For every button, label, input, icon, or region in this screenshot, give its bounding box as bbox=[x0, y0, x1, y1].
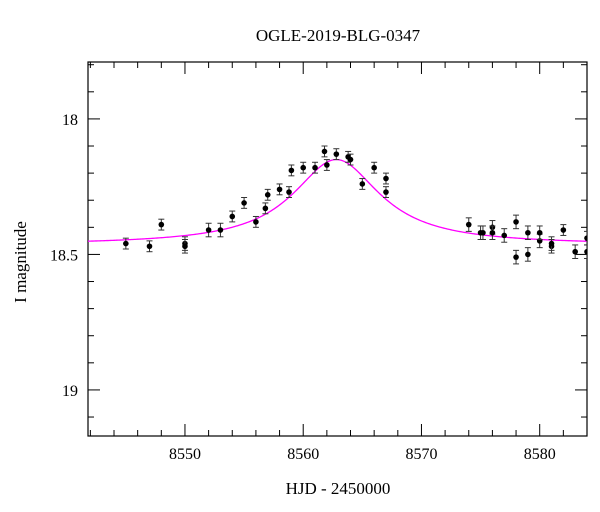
data-point bbox=[205, 227, 212, 233]
data-point bbox=[584, 248, 587, 255]
data-point bbox=[229, 213, 236, 220]
tick-labels: 8550 8560 8570 8580 18 18.5 19 bbox=[50, 112, 556, 463]
x-tick-label: 8580 bbox=[524, 446, 556, 463]
model-curve bbox=[88, 158, 587, 242]
x-tick-label: 8570 bbox=[405, 446, 437, 463]
data-point bbox=[300, 164, 307, 171]
data-points-layer bbox=[122, 145, 587, 265]
data-point bbox=[286, 189, 292, 195]
data-point bbox=[548, 240, 555, 247]
data-point bbox=[465, 221, 472, 228]
data-point bbox=[525, 251, 531, 258]
model-curve-layer bbox=[88, 158, 587, 242]
data-point bbox=[241, 200, 247, 206]
x-tick-label: 8550 bbox=[169, 446, 201, 463]
data-point bbox=[347, 156, 354, 163]
data-point bbox=[288, 167, 295, 174]
data-point bbox=[359, 181, 366, 187]
chart-title: OGLE-2019-BLG-0347 bbox=[256, 26, 421, 45]
data-point bbox=[501, 232, 508, 239]
data-point bbox=[321, 148, 328, 155]
data-point bbox=[217, 227, 224, 233]
y-tick-label: 19 bbox=[62, 383, 78, 400]
data-point bbox=[572, 248, 578, 255]
data-point bbox=[324, 162, 330, 168]
data-point bbox=[371, 164, 377, 171]
plot-border bbox=[87, 61, 588, 437]
data-point bbox=[480, 229, 486, 236]
data-point bbox=[182, 243, 188, 250]
data-point bbox=[525, 229, 531, 236]
data-point bbox=[276, 186, 283, 193]
data-point bbox=[312, 164, 318, 171]
data-point bbox=[264, 191, 271, 198]
data-point bbox=[333, 151, 340, 157]
y-axis-label: I magnitude bbox=[11, 221, 30, 303]
y-tick-label: 18.5 bbox=[50, 247, 78, 264]
axis-ticks bbox=[88, 62, 588, 436]
x-tick-label: 8560 bbox=[287, 446, 319, 463]
data-point bbox=[489, 229, 496, 236]
y-tick-label: 18 bbox=[62, 112, 78, 129]
data-point bbox=[383, 175, 389, 182]
data-point bbox=[513, 254, 519, 260]
data-point bbox=[536, 229, 543, 236]
x-axis-label: HJD - 2450000 bbox=[286, 479, 391, 498]
data-point bbox=[383, 189, 389, 195]
data-point bbox=[146, 243, 153, 250]
data-point bbox=[262, 205, 269, 212]
data-point bbox=[253, 219, 259, 225]
data-point bbox=[560, 227, 567, 233]
data-point bbox=[123, 240, 129, 247]
data-point bbox=[158, 221, 165, 228]
plot-frame bbox=[87, 61, 588, 437]
data-point bbox=[584, 235, 587, 241]
data-point bbox=[513, 219, 519, 225]
